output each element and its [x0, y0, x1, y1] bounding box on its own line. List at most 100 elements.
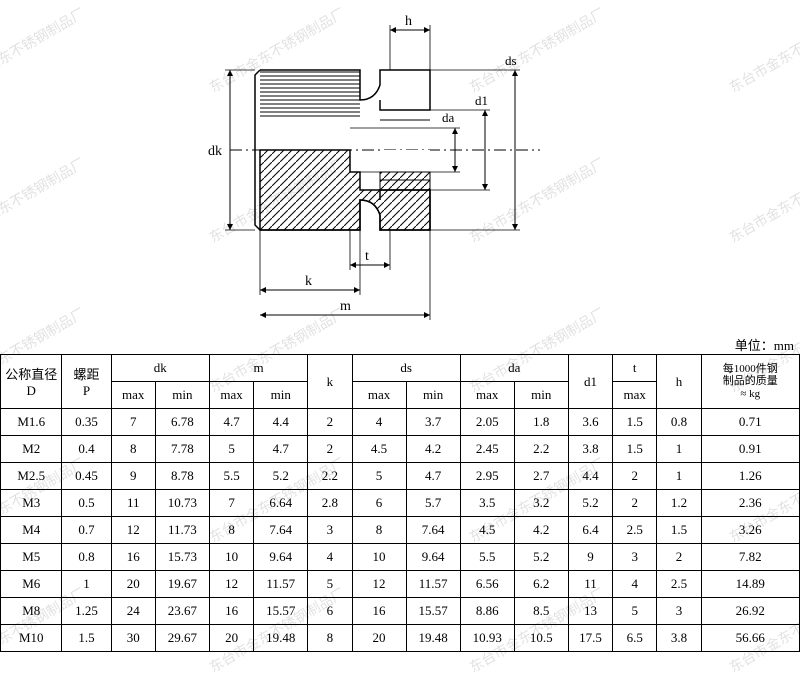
cell-da_min: 6.2 [514, 571, 568, 598]
cell-P: 0.7 [62, 517, 111, 544]
cell-k: 8 [308, 625, 352, 652]
cell-m_min: 4.7 [254, 436, 308, 463]
ds-max: max [352, 382, 406, 409]
cell-ds_max: 5 [352, 463, 406, 490]
cell-m_max: 4.7 [209, 409, 253, 436]
table-row: M30.51110.7376.642.865.73.53.25.221.22.3… [1, 490, 800, 517]
watermark-text: 东台市金东不锈钢制品厂 [0, 3, 89, 97]
cell-dk_max: 20 [111, 571, 155, 598]
cell-h: 3 [657, 598, 701, 625]
cell-t_max: 6.5 [613, 625, 657, 652]
cell-D: M5 [1, 544, 62, 571]
col-P: 螺距P [62, 355, 111, 409]
watermark-text: 东台市金东不锈钢制品厂 [0, 153, 89, 247]
dim-h-label: h [405, 14, 412, 29]
spec-table: 公称直径D 螺距P dk m k ds da d1 t h 每1000件钢制品的… [0, 354, 800, 652]
header-row-1: 公称直径D 螺距P dk m k ds da d1 t h 每1000件钢制品的… [1, 355, 800, 382]
cell-mass: 1.26 [701, 463, 799, 490]
cell-da_max: 10.93 [460, 625, 514, 652]
cell-mass: 7.82 [701, 544, 799, 571]
cell-P: 0.5 [62, 490, 111, 517]
cell-da_min: 5.2 [514, 544, 568, 571]
cell-P: 1.5 [62, 625, 111, 652]
cell-m_max: 20 [209, 625, 253, 652]
cell-dk_min: 23.67 [155, 598, 209, 625]
cell-dk_min: 7.78 [155, 436, 209, 463]
cell-D: M3 [1, 490, 62, 517]
cell-ds_min: 7.64 [406, 517, 460, 544]
cell-da_max: 2.05 [460, 409, 514, 436]
cell-h: 1 [657, 463, 701, 490]
cell-ds_max: 20 [352, 625, 406, 652]
cell-da_min: 4.2 [514, 517, 568, 544]
cell-da_max: 2.45 [460, 436, 514, 463]
cell-P: 1.25 [62, 598, 111, 625]
cell-mass: 56.66 [701, 625, 799, 652]
cell-k: 2 [308, 409, 352, 436]
cell-da_max: 4.5 [460, 517, 514, 544]
cell-ds_min: 19.48 [406, 625, 460, 652]
cell-k: 4 [308, 544, 352, 571]
cell-d1: 6.4 [568, 517, 612, 544]
cell-ds_min: 15.57 [406, 598, 460, 625]
dk-max: max [111, 382, 155, 409]
cell-ds_max: 10 [352, 544, 406, 571]
cell-t_max: 3 [613, 544, 657, 571]
cell-ds_min: 9.64 [406, 544, 460, 571]
cell-da_min: 2.7 [514, 463, 568, 490]
cell-ds_min: 5.7 [406, 490, 460, 517]
cell-mass: 14.89 [701, 571, 799, 598]
cell-d1: 13 [568, 598, 612, 625]
t-max: max [613, 382, 657, 409]
cell-mass: 2.36 [701, 490, 799, 517]
table-row: M612019.671211.5751211.576.566.21142.514… [1, 571, 800, 598]
cell-D: M8 [1, 598, 62, 625]
cell-da_max: 8.86 [460, 598, 514, 625]
cell-k: 2 [308, 436, 352, 463]
cell-d1: 3.6 [568, 409, 612, 436]
table-row: M2.50.4598.785.55.22.254.72.952.74.4211.… [1, 463, 800, 490]
cell-dk_max: 12 [111, 517, 155, 544]
cell-h: 3.8 [657, 625, 701, 652]
cell-ds_max: 12 [352, 571, 406, 598]
cell-mass: 26.92 [701, 598, 799, 625]
cell-dk_min: 11.73 [155, 517, 209, 544]
cell-h: 0.8 [657, 409, 701, 436]
cell-k: 2.8 [308, 490, 352, 517]
cell-m_max: 8 [209, 517, 253, 544]
cell-t_max: 2 [613, 463, 657, 490]
cell-d1: 5.2 [568, 490, 612, 517]
cell-d1: 4.4 [568, 463, 612, 490]
cell-d1: 11 [568, 571, 612, 598]
cell-h: 2.5 [657, 571, 701, 598]
cell-D: M2 [1, 436, 62, 463]
cell-P: 0.8 [62, 544, 111, 571]
cell-dk_max: 8 [111, 436, 155, 463]
col-t: t [613, 355, 657, 382]
cell-m_max: 10 [209, 544, 253, 571]
cell-P: 1 [62, 571, 111, 598]
cell-P: 0.4 [62, 436, 111, 463]
cell-t_max: 5 [613, 598, 657, 625]
col-k: k [308, 355, 352, 409]
cell-dk_min: 8.78 [155, 463, 209, 490]
cell-dk_min: 15.73 [155, 544, 209, 571]
cell-dk_max: 16 [111, 544, 155, 571]
dk-min: min [155, 382, 209, 409]
cell-ds_max: 6 [352, 490, 406, 517]
cell-P: 0.35 [62, 409, 111, 436]
dim-k-label: k [305, 274, 312, 289]
cell-m_max: 5.5 [209, 463, 253, 490]
cell-m_max: 7 [209, 490, 253, 517]
page-container: 东台市金东不锈钢制品厂东台市金东不锈钢制品厂东台市金东不锈钢制品厂东台市金东不锈… [0, 0, 800, 651]
cell-m_min: 5.2 [254, 463, 308, 490]
cell-m_min: 19.48 [254, 625, 308, 652]
dim-d1-label: d1 [475, 93, 488, 108]
cell-k: 2.2 [308, 463, 352, 490]
watermark-text: 东台市金东不锈钢制品厂 [725, 3, 800, 97]
cell-m_max: 5 [209, 436, 253, 463]
cell-h: 1 [657, 436, 701, 463]
table-row: M50.81615.73109.644109.645.55.29327.82 [1, 544, 800, 571]
cell-mass: 3.26 [701, 517, 799, 544]
cell-h: 1.5 [657, 517, 701, 544]
